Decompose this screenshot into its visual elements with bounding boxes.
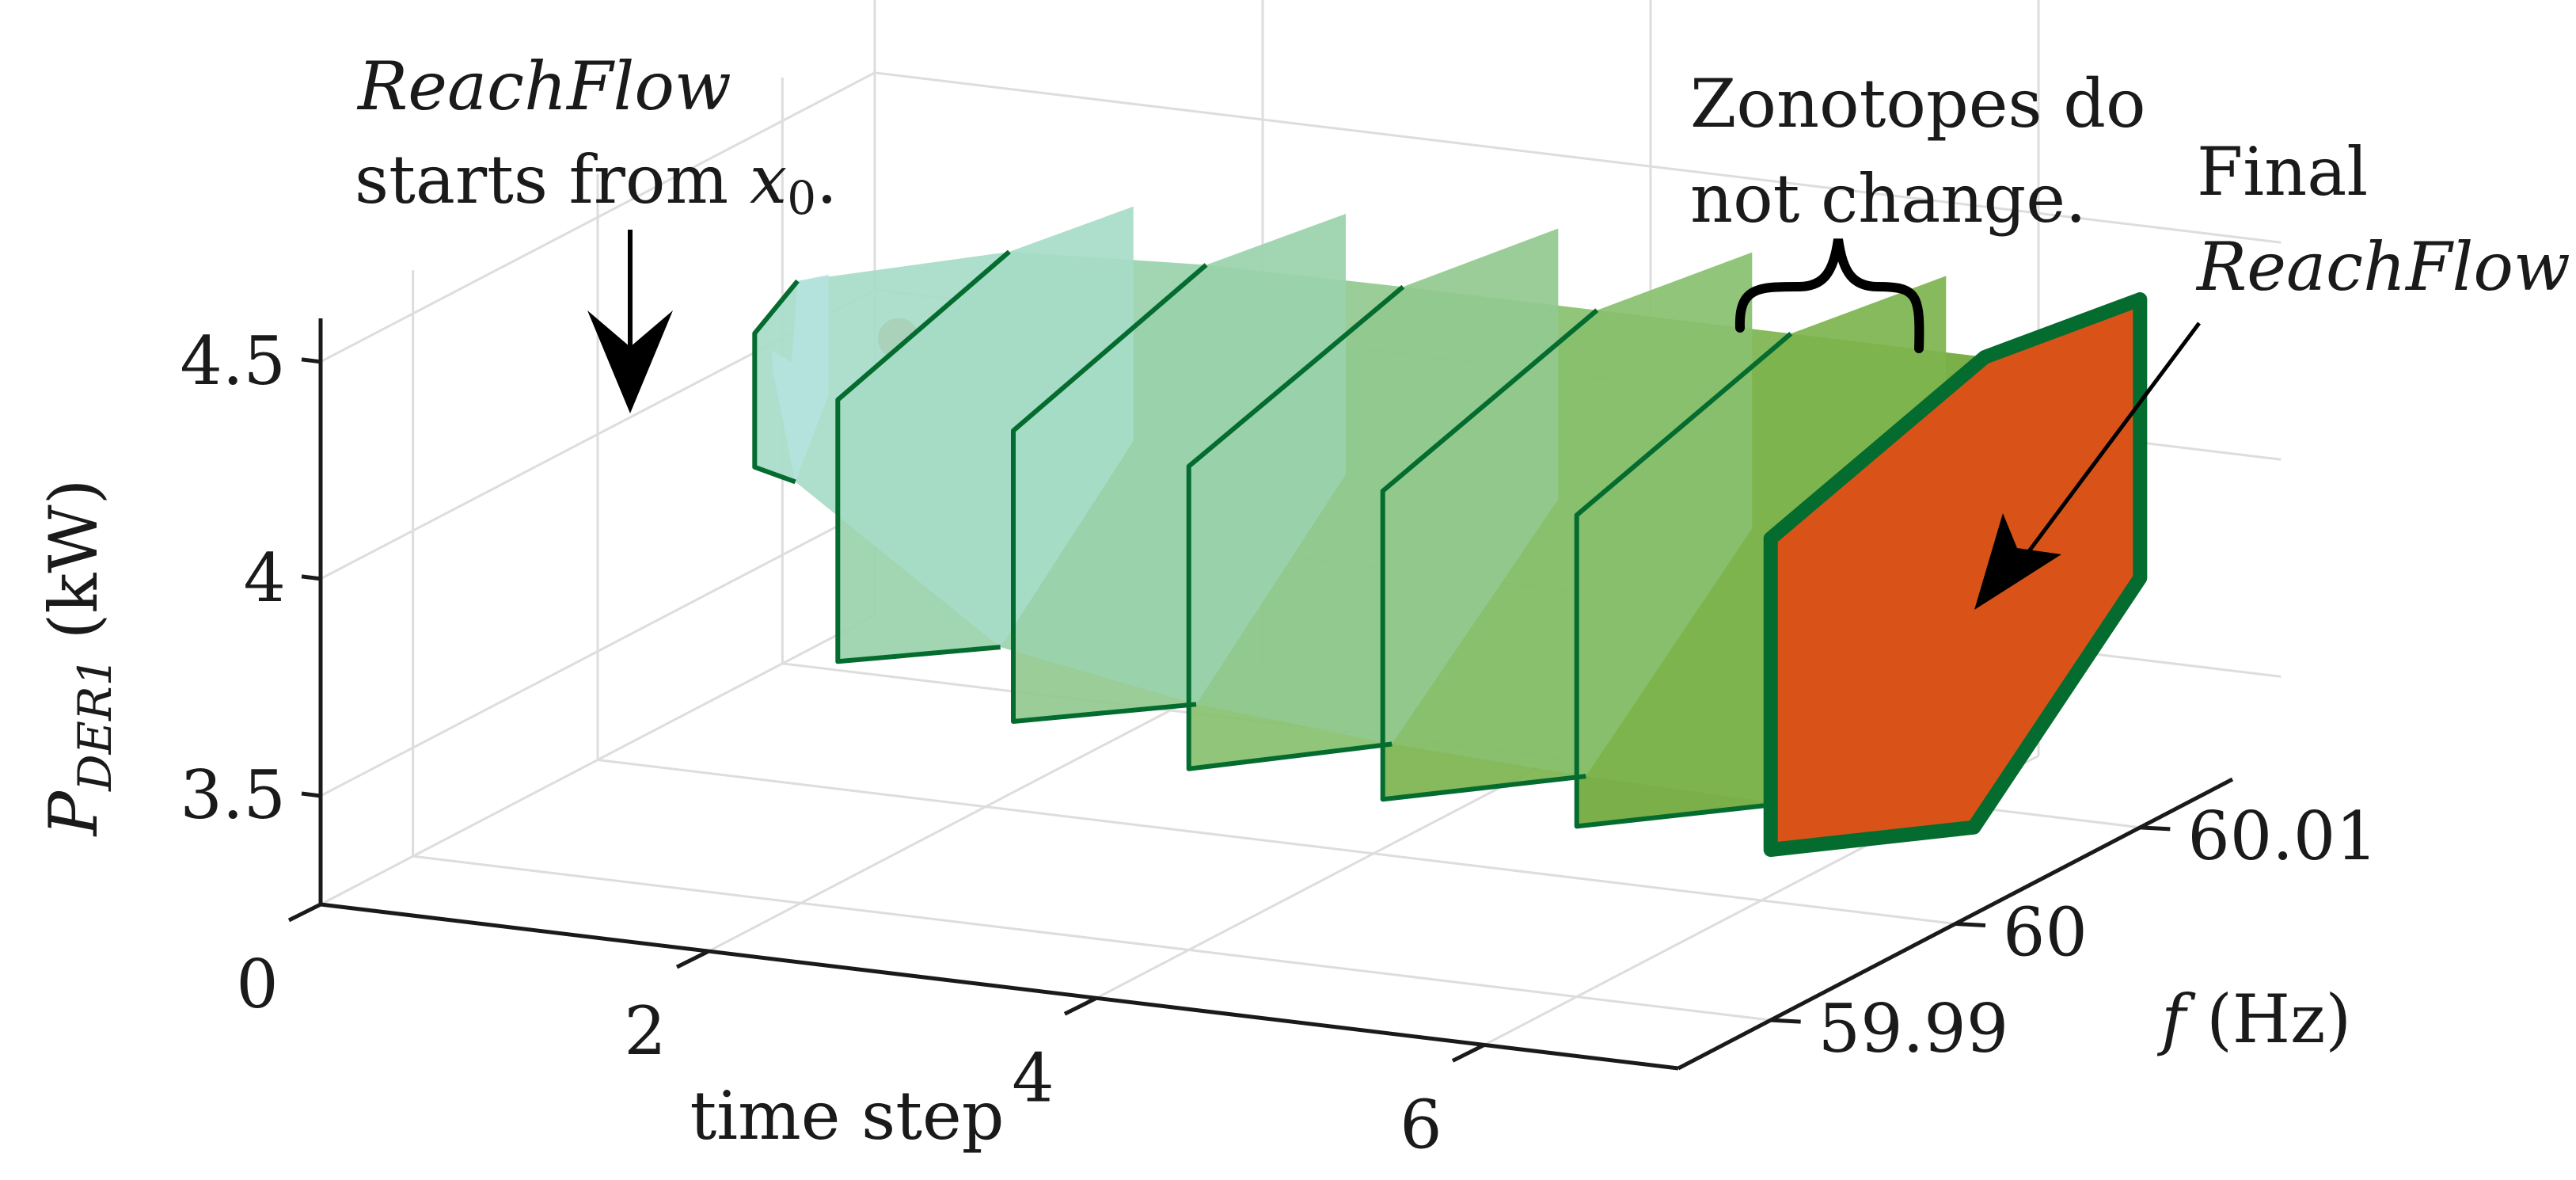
- grid-line-power-back-2: [874, 71, 2282, 244]
- zonotope-slice-edge: [1186, 284, 1405, 771]
- zonotope-slice-edge: [835, 249, 1011, 664]
- axes: [287, 318, 2234, 1071]
- x-tick-0: [287, 902, 322, 923]
- final-arrow-head: [1974, 513, 2061, 610]
- x-tick-1: [675, 949, 710, 969]
- f-tick-2: [2140, 825, 2171, 832]
- start-annotation: ReachFlow starts from x0.: [355, 48, 838, 413]
- f-tick-1: [1955, 922, 1986, 927]
- final-zonotope-face: [1763, 292, 2148, 857]
- x-tick-label: 6: [1400, 1086, 1442, 1163]
- start-annotation-x: x: [750, 141, 787, 219]
- tick-labels: 0 2 4 6 3.5 4 4.5 59.99 60 60.01: [180, 322, 2377, 1164]
- x-axis-line: [320, 902, 1679, 1071]
- start-annotation-line2: starts from x0.: [355, 141, 838, 225]
- zonotope-annotation: Zonotopes do not change.: [1690, 65, 2146, 353]
- start-annotation-sub: 0: [787, 171, 816, 225]
- y-tick-0: [301, 791, 321, 798]
- final-annotation-line1: Final: [2197, 133, 2368, 211]
- y-tick-label: 4.5: [180, 322, 286, 400]
- x-tick-label: 0: [236, 946, 278, 1023]
- y-tick-2: [301, 357, 321, 364]
- start-annotation-line1: ReachFlow: [356, 48, 731, 125]
- f-axis-symbol: f: [2156, 980, 2196, 1058]
- y-tick-1: [301, 574, 321, 581]
- f-tick-label: 59.99: [1818, 990, 2008, 1068]
- final-zonotope: [1763, 292, 2148, 857]
- f-axis-label: f (Hz): [2156, 980, 2351, 1058]
- final-annotation: Final ReachFlow: [1974, 133, 2570, 610]
- f-tick-label: 60: [2003, 894, 2088, 972]
- zonotope-slice-edge: [752, 279, 800, 485]
- x-tick-2: [1063, 996, 1098, 1016]
- zonotope-annotation-line2: not change.: [1690, 160, 2087, 238]
- f-tick-0: [1770, 1018, 1801, 1024]
- y-axis-symbol: P: [35, 790, 112, 837]
- y-axis-subscript: DER1: [68, 657, 122, 791]
- zonotope-annotation-line1: Zonotopes do: [1690, 65, 2146, 143]
- x-tick-label: 4: [1012, 1039, 1054, 1117]
- y-tick-label: 4: [244, 539, 286, 617]
- grid-line-freq-floor-0: [412, 855, 1771, 1022]
- zonotope-slice-edge: [1380, 308, 1599, 802]
- y-axis-label: PDER1 (kW): [35, 479, 122, 838]
- grid-line-freq-floor-1: [597, 759, 1956, 925]
- start-annotation-period: .: [816, 141, 838, 219]
- x-tick-3: [1451, 1043, 1486, 1063]
- x-tick-label: 2: [624, 992, 666, 1070]
- start-arrow-head: [587, 310, 673, 413]
- y-tick-label: 3.5: [180, 756, 286, 834]
- final-arrow-shaft: [2024, 322, 2202, 556]
- x-axis-label: time step: [690, 1077, 1004, 1155]
- zonotope-slices: [752, 249, 1987, 852]
- zonotope-slice-edge: [1011, 263, 1208, 724]
- f-axis-unit: (Hz): [2206, 980, 2351, 1058]
- f-tick-label: 60.01: [2187, 797, 2377, 875]
- zonotope-slice-edge: [1574, 332, 1793, 829]
- zonotope-tube-segment: [754, 206, 1134, 648]
- svg-text:PDER1(kW): PDER1 (kW): [35, 479, 122, 838]
- brace-icon: [1734, 238, 1924, 353]
- zonotope-tube-segment: [772, 275, 829, 482]
- y-axis-unit: (kW): [35, 479, 112, 640]
- final-annotation-line2: ReachFlow: [2195, 228, 2570, 306]
